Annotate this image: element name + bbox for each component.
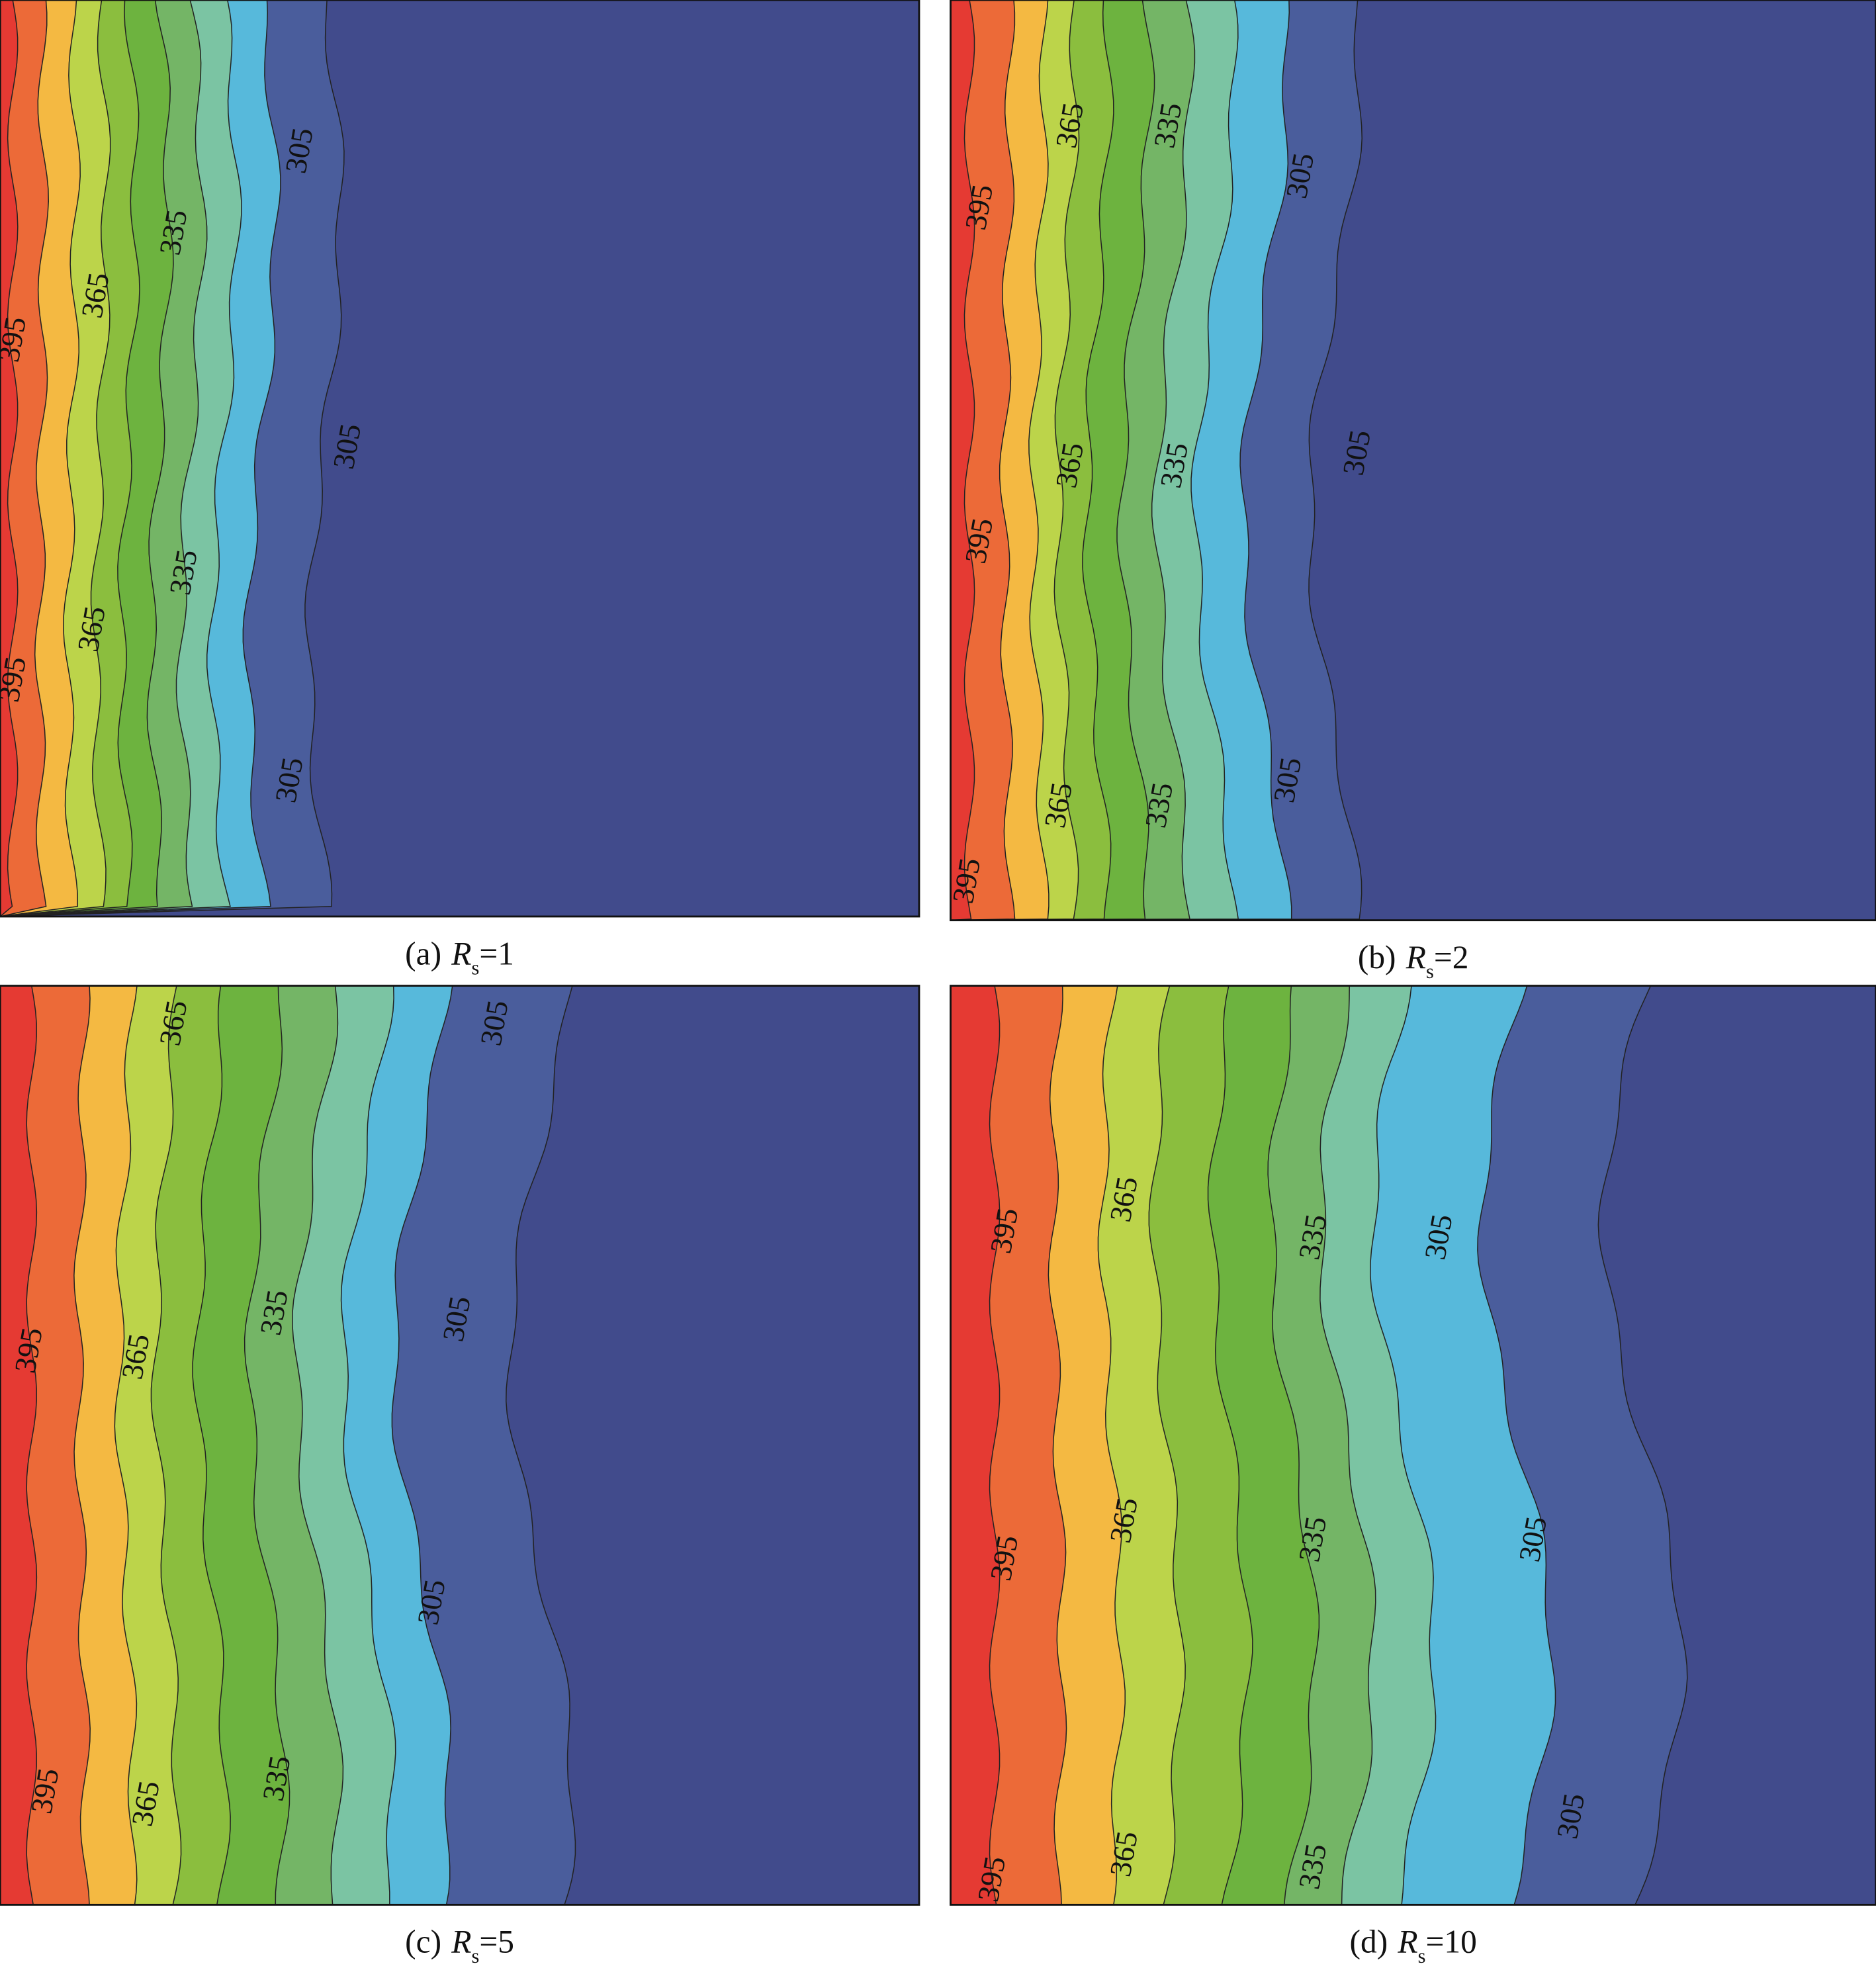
caption-value: =2 bbox=[1434, 939, 1469, 975]
contour-label: 305 bbox=[326, 421, 367, 471]
contour-label: 365 bbox=[75, 270, 116, 320]
contour-label: 335 bbox=[1292, 1841, 1333, 1891]
contour-label: 365 bbox=[125, 1778, 166, 1828]
caption-variable: R bbox=[1397, 1924, 1417, 1960]
caption-variable: R bbox=[451, 1924, 471, 1960]
contour-label: 365 bbox=[1038, 780, 1079, 830]
contour-label: 335 bbox=[1147, 100, 1188, 150]
caption-subscript: s bbox=[472, 1945, 480, 1967]
contour-label: 395 bbox=[958, 182, 999, 232]
caption-value: =10 bbox=[1425, 1924, 1476, 1960]
contour-label: 305 bbox=[1417, 1212, 1458, 1262]
caption-label: (a) bbox=[405, 935, 441, 971]
panel-caption: (a) Rs=1 bbox=[405, 935, 514, 979]
contour-band bbox=[950, 0, 975, 921]
caption-label: (d) bbox=[1350, 1924, 1388, 1960]
contour-label: 365 bbox=[114, 1331, 156, 1382]
caption-variable: R bbox=[1406, 939, 1426, 975]
contour-label: 305 bbox=[279, 125, 320, 175]
caption-subscript: s bbox=[1418, 1945, 1426, 1967]
contour-label: 395 bbox=[946, 856, 987, 906]
contour-panel: 395 395 395 365 365 365 335 335 335 305 305 305 bbox=[946, 0, 1876, 922]
contour-label: 335 bbox=[1153, 440, 1194, 490]
contour-label: 395 bbox=[971, 1854, 1012, 1904]
contour-label: 365 bbox=[1049, 440, 1090, 490]
caption-variable: R bbox=[451, 935, 471, 971]
contour-label: 335 bbox=[253, 1287, 294, 1337]
contour-label: 395 bbox=[8, 1325, 49, 1375]
panel-frame bbox=[0, 985, 920, 1906]
contour-label: 305 bbox=[1267, 754, 1308, 805]
contour-label: 395 bbox=[983, 1533, 1024, 1583]
caption-value: =5 bbox=[479, 1924, 514, 1960]
contour-label: 395 bbox=[24, 1766, 65, 1816]
caption-subscript: s bbox=[1426, 960, 1434, 983]
contour-label: 335 bbox=[1292, 1212, 1333, 1262]
panel-caption: (c) Rs=5 bbox=[405, 1924, 514, 1967]
contour-label: 365 bbox=[71, 604, 112, 654]
contour-label: 305 bbox=[474, 998, 515, 1048]
panel-caption: (b) Rs=2 bbox=[1358, 939, 1469, 983]
contour-label: 305 bbox=[436, 1294, 477, 1344]
contour-label: 305 bbox=[1512, 1514, 1553, 1564]
panel-caption: (d) Rs=10 bbox=[1350, 1924, 1477, 1967]
contour-label: 365 bbox=[1049, 100, 1090, 150]
contour-band bbox=[0, 0, 19, 918]
contour-label: 335 bbox=[256, 1753, 297, 1803]
contour-label: 335 bbox=[1292, 1514, 1333, 1564]
contour-label: 305 bbox=[269, 754, 310, 805]
contour-label: 305 bbox=[1550, 1791, 1591, 1841]
contour-label: 305 bbox=[1336, 427, 1377, 478]
contour-label: 365 bbox=[1103, 1828, 1144, 1879]
contour-label: 395 bbox=[958, 516, 999, 566]
caption-subscript: s bbox=[472, 956, 480, 979]
caption-label: (c) bbox=[405, 1924, 441, 1960]
panel-frame bbox=[0, 0, 920, 918]
contour-label: 395 bbox=[983, 1206, 1024, 1256]
contour-band bbox=[0, 985, 38, 1906]
contour-panel: 395 395 365 365 365 335 335 305 305 305 bbox=[0, 985, 920, 1906]
contour-label: 335 bbox=[153, 207, 194, 257]
contour-label: 335 bbox=[163, 547, 204, 598]
contour-label: 305 bbox=[411, 1577, 452, 1627]
contour-label: 365 bbox=[153, 998, 194, 1048]
contour-band bbox=[950, 985, 1001, 1906]
contour-label: 305 bbox=[1279, 150, 1320, 201]
contour-label: 335 bbox=[1138, 780, 1179, 830]
contour-label: 365 bbox=[1103, 1174, 1144, 1224]
contour-panel: 395 395 395 365 365 365 335 335 335 305 305 305 bbox=[950, 985, 1876, 1906]
caption-label: (b) bbox=[1358, 939, 1396, 975]
caption-value: =1 bbox=[479, 935, 514, 971]
contour-label: 365 bbox=[1103, 1495, 1144, 1545]
